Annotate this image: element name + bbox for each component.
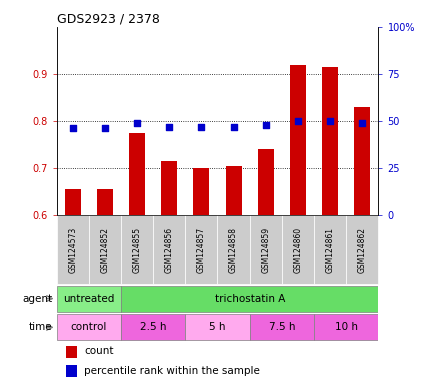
Bar (313, 314, 378, 340)
Text: percentile rank within the sample: percentile rank within the sample (84, 366, 259, 376)
Text: trichostatin A: trichostatin A (214, 293, 284, 304)
Text: agent: agent (22, 293, 52, 304)
Bar (281, 215, 313, 284)
Bar (65, 189, 81, 215)
Bar (121, 286, 378, 311)
Text: count: count (84, 346, 113, 356)
Text: GSM124857: GSM124857 (197, 227, 205, 273)
Point (101, 126, 108, 132)
Bar (153, 215, 185, 284)
Bar (321, 67, 338, 215)
Bar (56, 286, 121, 311)
Text: 2.5 h: 2.5 h (140, 322, 166, 333)
Point (358, 120, 365, 126)
Bar (161, 161, 177, 215)
Bar (89, 215, 121, 284)
Bar (257, 149, 273, 215)
Text: GSM124573: GSM124573 (68, 227, 77, 273)
Bar (121, 314, 185, 340)
Text: GDS2923 / 2378: GDS2923 / 2378 (56, 13, 159, 26)
Bar (56, 314, 121, 340)
Point (69, 126, 76, 132)
Text: GSM124858: GSM124858 (229, 227, 237, 273)
Text: GSM124862: GSM124862 (357, 227, 366, 273)
Point (197, 124, 204, 130)
Point (326, 118, 333, 124)
Bar (185, 314, 249, 340)
Bar (249, 314, 313, 340)
Bar (217, 215, 249, 284)
Bar (193, 168, 209, 215)
Point (165, 124, 172, 130)
Text: 7.5 h: 7.5 h (268, 322, 294, 333)
Text: 5 h: 5 h (209, 322, 225, 333)
Bar (313, 215, 345, 284)
Bar (225, 166, 241, 215)
Text: GSM124859: GSM124859 (261, 227, 270, 273)
Bar (249, 215, 281, 284)
Bar (66, 365, 77, 377)
Point (133, 120, 140, 126)
Text: GSM124860: GSM124860 (293, 227, 302, 273)
Text: untreated: untreated (63, 293, 114, 304)
Text: GSM124856: GSM124856 (164, 227, 173, 273)
Point (230, 124, 237, 130)
Bar (121, 215, 153, 284)
Bar (128, 133, 145, 215)
Bar (56, 215, 89, 284)
Text: time: time (29, 322, 52, 333)
Bar (97, 189, 113, 215)
Text: GSM124855: GSM124855 (132, 227, 141, 273)
Bar (345, 215, 378, 284)
Point (262, 122, 269, 128)
Text: GSM124852: GSM124852 (100, 227, 109, 273)
Bar (353, 107, 369, 215)
Text: control: control (70, 322, 107, 333)
Text: GSM124861: GSM124861 (325, 227, 334, 273)
Bar (289, 65, 305, 215)
Bar (66, 346, 77, 358)
Point (294, 118, 301, 124)
Text: 10 h: 10 h (334, 322, 357, 333)
Bar (185, 215, 217, 284)
